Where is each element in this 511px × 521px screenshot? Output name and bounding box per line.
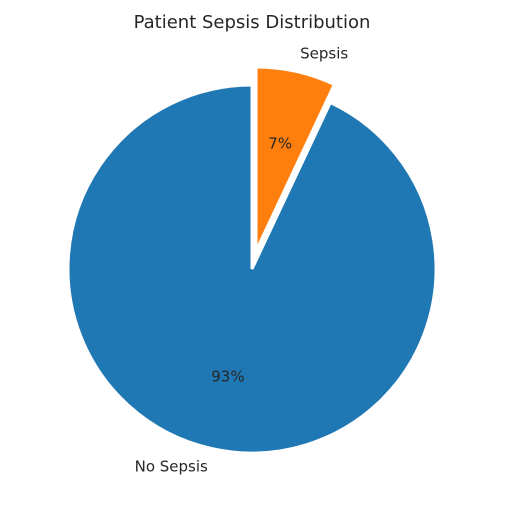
- pct-label-no-sepsis: 93%: [211, 368, 244, 386]
- slice-label-sepsis: Sepsis: [300, 45, 348, 63]
- chart-title: Patient Sepsis Distribution: [134, 12, 371, 33]
- slice-label-no-sepsis: No Sepsis: [135, 458, 208, 476]
- slices-layer: [68, 67, 436, 453]
- pct-label-sepsis: 7%: [268, 134, 292, 152]
- pie-slice-no-sepsis: [68, 85, 436, 453]
